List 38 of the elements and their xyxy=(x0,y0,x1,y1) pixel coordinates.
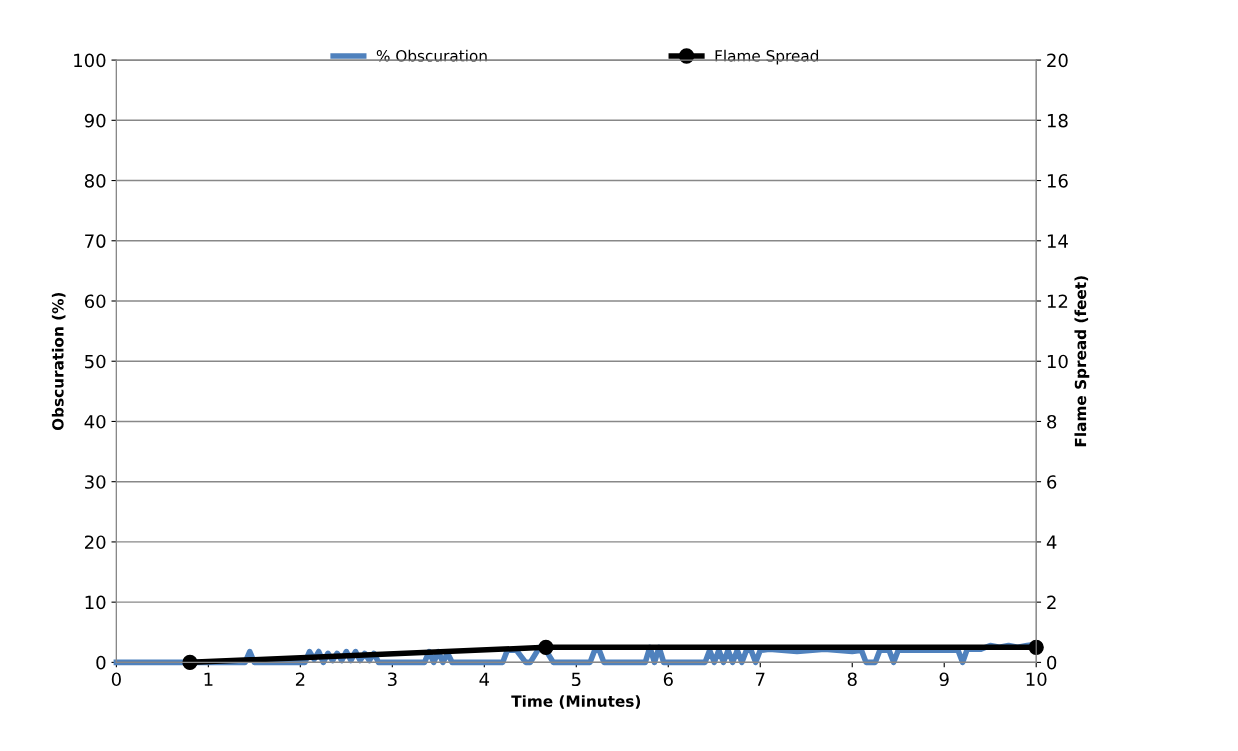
legend-label: Flame Spread xyxy=(715,49,819,65)
y2-tick-label: 16 xyxy=(1047,174,1068,188)
y-tick-label: 90 xyxy=(84,113,106,128)
y-tick-label: 10 xyxy=(85,595,106,610)
y-tick-label: 0 xyxy=(96,655,106,670)
y-tick-label: 70 xyxy=(85,234,106,248)
x-tick-label: 5 xyxy=(571,672,581,687)
y2-tick-label: 8 xyxy=(1047,414,1057,429)
y2-axis-title: Flame Spread (feet) xyxy=(1074,276,1090,447)
y2-tick-label: 0 xyxy=(1047,655,1057,670)
y-axis-title: Obscuration (%) xyxy=(51,292,66,431)
y-tick-label: 40 xyxy=(84,414,106,429)
y2-tick-label: 4 xyxy=(1046,535,1057,549)
y-tick-label: 80 xyxy=(84,174,106,188)
y2-tick-label: 18 xyxy=(1047,113,1068,128)
x-tick-label: 7 xyxy=(755,672,765,686)
x-tick-label: 9 xyxy=(939,672,949,687)
y-tick-label: 60 xyxy=(84,294,106,309)
y-tick-label: 20 xyxy=(85,535,106,550)
y2-tick-label: 20 xyxy=(1047,53,1068,68)
x-axis-title: Time (Minutes) xyxy=(511,695,641,709)
y2-tick-label: 10 xyxy=(1047,354,1068,369)
x-tick-label: 1 xyxy=(204,672,213,686)
y-tick-label: 100 xyxy=(74,53,106,68)
y-tick-label: 30 xyxy=(85,475,106,489)
y2-tick-label: 14 xyxy=(1047,234,1068,248)
x-tick-label: 10 xyxy=(1026,672,1047,687)
y-tick-label: 50 xyxy=(85,354,106,369)
y2-tick-label: 6 xyxy=(1047,475,1057,489)
y2-tick-label: 2 xyxy=(1047,595,1056,610)
legend-label: % Obscuration xyxy=(376,49,487,62)
x-tick-label: 2 xyxy=(295,672,305,686)
x-tick-label: 3 xyxy=(387,672,397,687)
x-tick-label: 0 xyxy=(111,672,121,687)
x-tick-label: 4 xyxy=(479,672,490,686)
x-tick-label: 8 xyxy=(847,672,857,687)
y2-tick-label: 12 xyxy=(1047,294,1068,308)
x-tick-label: 6 xyxy=(663,672,673,687)
